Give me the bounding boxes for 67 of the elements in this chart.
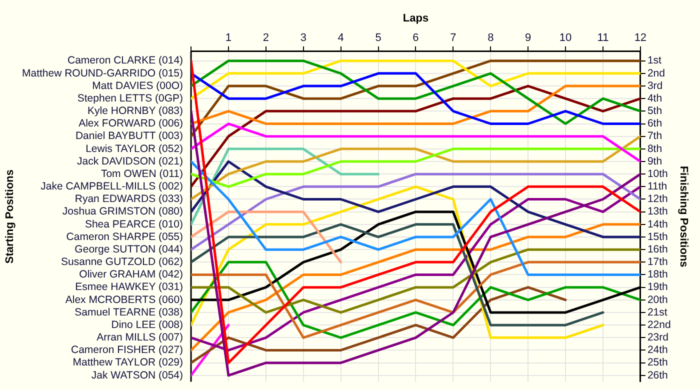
- y-tick-label: 1st: [647, 54, 662, 67]
- y-tick-label: 9th: [647, 155, 662, 168]
- y-tick-label: 13th: [647, 206, 668, 218]
- series-label: Alex MCROBERTS (060): [65, 294, 184, 306]
- y-tick-label: 6th: [647, 118, 662, 130]
- series-label: Tom OWEN (011): [100, 168, 184, 180]
- x-tick-label: 7: [450, 32, 456, 44]
- series-label: Lewis TAYLOR (052): [86, 142, 184, 155]
- x-tick-label: 4: [338, 32, 344, 44]
- text: Starting Positions: [4, 169, 16, 264]
- y-tick-label: 8th: [647, 142, 662, 155]
- series-label: Daniel BAYBUTT (003): [75, 130, 184, 142]
- y-tick-label: 17th: [647, 256, 668, 268]
- series-label: Arran MILLS (007): [96, 332, 184, 344]
- y-tick-label: 19th: [647, 281, 668, 294]
- series-label: Cameron FISHER (027): [70, 344, 184, 356]
- y-tick-label: 24th: [647, 344, 668, 356]
- x-tick-label: 1: [225, 32, 232, 44]
- series-label: Matthew TAYLOR (029): [72, 356, 184, 369]
- series-label: Susanne GUTZOLD (062): [61, 256, 184, 268]
- series-label: Esmee HAWKEY (031): [75, 281, 184, 294]
- x-tick-label: 3: [300, 32, 306, 44]
- series-label: Dino LEE (008): [111, 318, 184, 331]
- x-tick-label: 2: [262, 32, 269, 44]
- series-label: Oliver GRAHAM (042): [79, 268, 184, 281]
- y-tick-label: 25th: [647, 356, 668, 369]
- series-label: Cameron CLARKE (014): [67, 54, 184, 67]
- x-tick-label: 12: [634, 32, 647, 44]
- series-label: Joshua GRIMSTON (080): [62, 206, 184, 218]
- y-tick-label: 15th: [647, 230, 668, 243]
- y-tick-label: 22nd: [647, 318, 671, 331]
- series-label: Matthew ROUND-GARRIDO (015): [22, 67, 184, 80]
- series-label: Jack DAVIDSON (021): [77, 155, 184, 168]
- series-label: Samuel TEARNE (038): [74, 306, 184, 318]
- y-tick-label: 21st: [647, 306, 668, 318]
- y-tick-label: 2nd: [647, 67, 666, 80]
- y-tick-label: 11th: [647, 180, 668, 193]
- series-label: Matt DAVIES (00O): [92, 80, 184, 92]
- series-label: Stephen LETTS (0GP): [77, 92, 184, 104]
- y-tick-label: 23rd: [647, 332, 669, 344]
- y-tick-label: 5th: [647, 105, 662, 118]
- y-tick-label: 12th: [647, 193, 668, 206]
- series-label: Jak WATSON (054): [91, 369, 184, 382]
- x-axis-title: Laps: [402, 12, 429, 25]
- x-tick-label: 10: [559, 32, 572, 44]
- y-tick-label: 4th: [647, 92, 662, 104]
- series-label: Cameron SHARPE (055): [66, 230, 184, 243]
- y-tick-label: 14th: [647, 218, 668, 230]
- y-tick-label: 20th: [647, 294, 668, 306]
- series-label: Jake CAMPBELL-MILLS (002): [40, 180, 184, 193]
- series-label: Ryan EDWARDS (033): [74, 193, 184, 206]
- y-tick-label: 7th: [647, 130, 662, 142]
- x-tick-label: 8: [488, 32, 494, 44]
- x-tick-label: 6: [412, 32, 419, 44]
- y-tick-label: 16th: [647, 243, 668, 256]
- series-label: Kyle HORNBY (083): [88, 105, 184, 118]
- y-axis-title: Finishing Positions: [677, 166, 690, 268]
- y-tick-label: 3rd: [647, 80, 663, 92]
- y-tick-label: 10th: [647, 168, 668, 180]
- y-tick-label: 18th: [647, 268, 668, 281]
- x-tick-label: 11: [597, 32, 609, 44]
- y-tick-label: 26th: [647, 369, 668, 382]
- x-tick-label: 5: [375, 32, 382, 44]
- series-label: Alex FORWARD (006): [78, 118, 184, 130]
- x-tick-label: 9: [525, 32, 532, 44]
- series-label: Shea PEARCE (010): [84, 218, 184, 230]
- series-label: George SUTTON (044): [74, 243, 184, 256]
